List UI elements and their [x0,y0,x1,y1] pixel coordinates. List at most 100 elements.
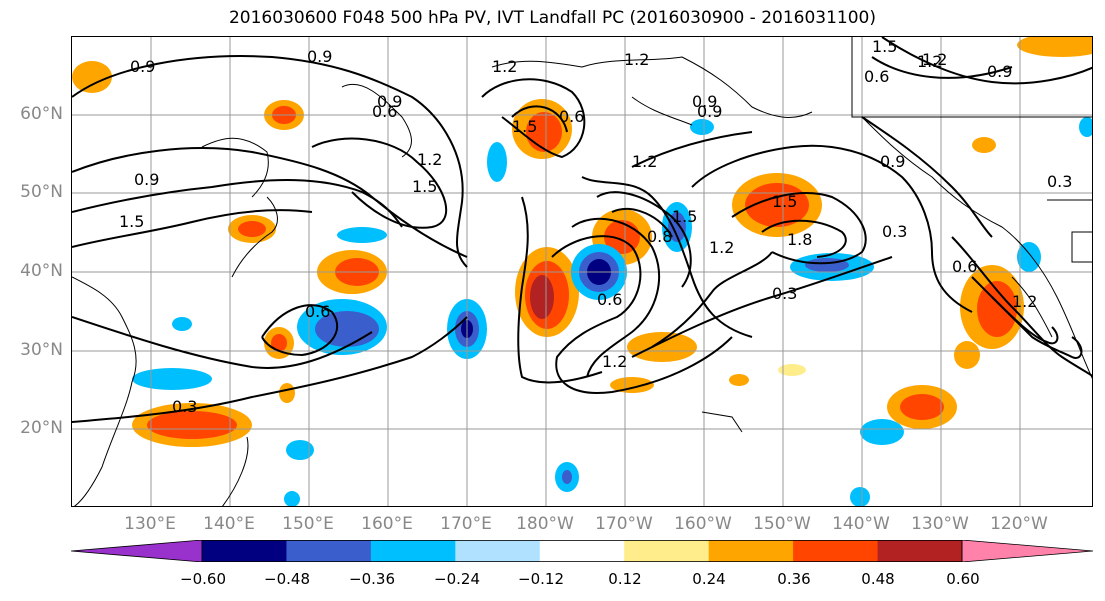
contour-label: 1.2 [917,52,942,71]
contour-label: 1.2 [922,50,947,69]
contour-label: 1.5 [119,212,144,231]
contour-label: 1.2 [1012,292,1037,311]
contour-label: 0.3 [772,284,797,303]
map-panel: 0.9 0.9 0.9 1.5 1.2 1.2 0.9 1.5 1.2 1.5 … [71,36,1093,507]
colorbar-tick: 0.36 [777,570,811,588]
contours [72,37,1092,423]
anomaly-blob [627,332,697,362]
contour-label: 0.9 [377,92,402,111]
anomaly-blob [1017,242,1041,272]
contour-label: 1.2 [709,238,734,257]
contour-labels: 0.9 0.9 0.9 1.5 1.2 1.2 0.9 1.5 1.2 1.5 … [119,37,1072,416]
lon-label: 120°W [990,514,1048,534]
contour-label: 1.8 [787,230,812,249]
anomaly-blob [562,470,572,484]
anomaly-blob [337,227,387,243]
anomaly-blob [286,440,314,460]
colorbar-tick: −0.60 [180,570,226,588]
anomaly-blob [860,419,904,445]
colorbar-segment [708,540,794,562]
contour-label: 0.6 [372,102,397,121]
contour-label: 0.9 [880,152,905,171]
lon-label: 130°W [911,514,969,534]
colorbar-tick: −0.12 [518,570,564,588]
contour-label: 0.9 [130,57,155,76]
contour-label: 0.9 [692,92,717,111]
colorbar-tick: 0.12 [608,570,642,588]
contour-label: 1.2 [492,57,517,76]
contour-label: 0.6 [952,257,977,276]
lon-label: 140°W [832,514,890,534]
contour-label: 0.3 [882,222,907,241]
colorbar-border [201,540,963,562]
contour-label: 0.8 [647,227,672,246]
map-title: 2016030600 F048 500 hPa PV, IVT Landfall… [228,8,876,28]
map-canvas: 0.9 0.9 0.9 1.5 1.2 1.2 0.9 1.5 1.2 1.5 … [72,37,1092,506]
lon-label: 170°W [595,514,653,534]
colorbar [71,540,1093,562]
anomaly-blob [132,368,212,390]
anomaly-blob [954,341,980,369]
anomaly-blob [72,61,112,93]
lon-label: 150°W [753,514,811,534]
colorbar-segment [370,540,456,562]
lon-label: 160°E [361,514,413,534]
anomaly-blob [690,119,714,135]
contour-label: 0.9 [134,170,159,189]
contour-label: 1.5 [512,117,537,136]
colorbar-tick: −0.36 [349,570,395,588]
lon-label: 180°W [516,514,574,534]
colorbar-segment [202,540,287,562]
contour-label: 1.5 [772,192,797,211]
lat-label: 30°N [20,340,63,360]
contour-label: 0.6 [597,290,622,309]
contour-label: 0.3 [172,397,197,416]
anomaly-blob [778,364,806,376]
anomaly-blob [271,334,287,352]
anomaly-blob [729,374,749,386]
contour-label: 0.3 [1047,172,1072,191]
lon-label: 130°E [124,514,176,534]
anomaly-blob [668,212,686,242]
anomaly-blob [147,411,237,439]
lon-label: 170°E [440,514,492,534]
anomaly-blob [850,487,870,506]
colorbar-segment [624,540,710,562]
contour-label: 0.9 [987,62,1012,81]
contour-label: 1.2 [624,50,649,69]
lat-label: 60°N [20,104,63,124]
lat-label: 50°N [20,182,63,202]
anomaly-blob [238,221,266,237]
colorbar-tick: 0.48 [861,570,895,588]
contour-label: 1.2 [417,150,442,169]
contour-label: 1.5 [412,177,437,196]
contour-label: 1.5 [872,37,897,56]
anomaly-blob [279,383,295,403]
contour-label: 0.6 [305,302,330,321]
lat-label: 40°N [20,261,63,281]
contour-label: 1.5 [672,207,697,226]
contour-label: 0.6 [864,67,889,86]
anomaly-blob [610,377,654,393]
colorbar-segment [286,540,372,562]
anomaly-blob [1017,37,1092,57]
contour-label: 0.9 [307,47,332,66]
colorbar-segment [455,540,541,562]
anomaly-blob [972,137,996,153]
colorbar-tick: 0.24 [692,570,726,588]
anomaly-blob [1079,117,1092,137]
colorbar-tick: −0.24 [434,570,480,588]
lon-label: 150°E [282,514,334,534]
colorbar-tick: 0.60 [946,570,980,588]
colorbar-extend-high [961,540,1093,562]
lon-label: 140°E [203,514,255,534]
anomaly-blob [977,281,1017,337]
contour-label: 1.2 [602,352,627,371]
anomaly-blob [172,317,192,331]
colorbar-tick: −0.48 [264,570,310,588]
anomaly-blob [530,275,554,319]
contour-label: 1.2 [632,152,657,171]
anomaly-blob [900,394,944,420]
colorbar-segment [877,540,963,562]
contour-label: 0.6 [559,107,584,126]
